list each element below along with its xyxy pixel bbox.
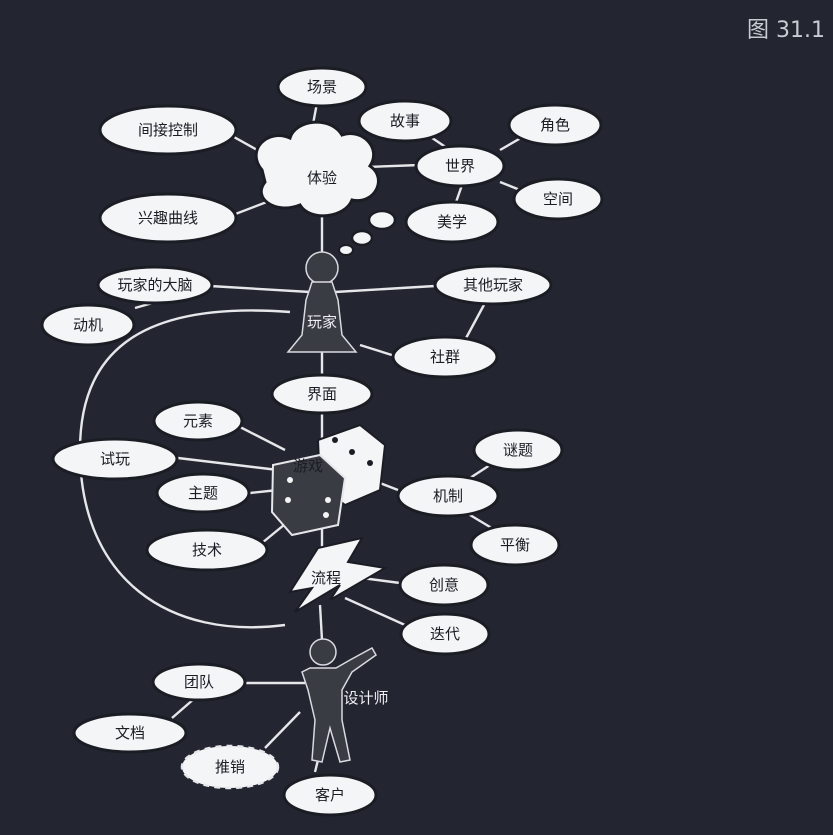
node-puzzle-label: 谜题 bbox=[503, 441, 533, 459]
node-experience: 体验 bbox=[307, 169, 337, 187]
node-space: 空间 bbox=[512, 177, 604, 221]
node-other-players-label: 其他玩家 bbox=[463, 276, 523, 294]
node-motivation: 动机 bbox=[40, 303, 136, 347]
edge-process-designer bbox=[318, 604, 324, 641]
node-client-label: 客户 bbox=[315, 786, 345, 804]
node-other-players: 其他玩家 bbox=[433, 264, 553, 306]
edge-playtest-game bbox=[177, 456, 279, 472]
node-aesthetics-label: 美学 bbox=[437, 213, 467, 231]
node-client: 客户 bbox=[282, 773, 378, 817]
node-space-label: 空间 bbox=[543, 190, 573, 208]
node-creativity-label: 创意 bbox=[429, 576, 459, 594]
node-world-label: 世界 bbox=[445, 157, 475, 175]
node-creativity: 创意 bbox=[398, 563, 490, 607]
edge-process-iteration bbox=[344, 596, 406, 627]
node-process: 流程 bbox=[311, 569, 341, 587]
node-playtest: 试玩 bbox=[51, 437, 179, 481]
node-player-brain-label: 玩家的大脑 bbox=[117, 276, 192, 294]
node-interest-curve-label: 兴趣曲线 bbox=[138, 209, 198, 227]
edge-player-community bbox=[359, 343, 396, 358]
node-motivation-label: 动机 bbox=[73, 316, 103, 334]
node-indirect-control-label: 间接控制 bbox=[138, 121, 198, 139]
node-theme-label: 主题 bbox=[188, 484, 218, 502]
node-mechanics-label: 机制 bbox=[433, 487, 463, 505]
node-puzzle: 谜题 bbox=[472, 428, 564, 472]
node-game: 游戏 bbox=[293, 457, 323, 475]
node-story: 故事 bbox=[357, 99, 453, 143]
experience-cloud bbox=[254, 120, 397, 256]
node-game-label: 游戏 bbox=[293, 457, 323, 475]
lightning-bolt-icon bbox=[287, 536, 388, 613]
thought-bubble-small bbox=[338, 244, 354, 256]
node-team-label: 团队 bbox=[184, 673, 214, 691]
node-team: 团队 bbox=[151, 662, 247, 702]
node-technology: 技术 bbox=[145, 528, 269, 572]
node-role: 角色 bbox=[507, 103, 603, 147]
node-balance: 平衡 bbox=[469, 523, 561, 567]
node-documents: 文档 bbox=[72, 712, 188, 754]
node-indirect-control: 间接控制 bbox=[98, 104, 238, 156]
node-community-label: 社群 bbox=[430, 348, 460, 366]
node-scene: 场景 bbox=[276, 66, 368, 108]
edge-docs-team bbox=[171, 697, 196, 719]
node-interface: 界面 bbox=[270, 373, 374, 415]
node-story-label: 故事 bbox=[390, 112, 420, 130]
node-interest-curve: 兴趣曲线 bbox=[98, 192, 238, 244]
node-elements: 元素 bbox=[152, 400, 244, 442]
node-documents-label: 文档 bbox=[115, 724, 145, 742]
node-player: 玩家 bbox=[307, 313, 337, 331]
node-community: 社群 bbox=[391, 335, 499, 379]
node-technology-label: 技术 bbox=[192, 541, 222, 559]
node-playtest-label: 试玩 bbox=[100, 450, 130, 468]
node-process-label: 流程 bbox=[311, 569, 341, 587]
node-role-label: 角色 bbox=[540, 116, 570, 134]
edge-marketing-designer bbox=[264, 711, 301, 749]
node-world: 世界 bbox=[414, 144, 506, 188]
node-player-brain: 玩家的大脑 bbox=[96, 265, 214, 305]
edge-brain-player bbox=[209, 284, 311, 294]
thought-bubble-medium bbox=[350, 229, 374, 247]
node-aesthetics: 美学 bbox=[404, 200, 500, 244]
node-iteration: 迭代 bbox=[399, 612, 491, 656]
designer-figure-icon bbox=[301, 638, 377, 763]
node-interface-label: 界面 bbox=[307, 385, 337, 403]
node-player-label: 玩家 bbox=[307, 313, 337, 331]
node-designer: 设计师 bbox=[343, 689, 388, 707]
edge-player-others bbox=[334, 284, 436, 294]
node-marketing-label: 推销 bbox=[215, 758, 245, 776]
edge-puzzle-mechanics bbox=[469, 463, 491, 480]
node-mechanics: 机制 bbox=[396, 474, 500, 518]
edge-elements-game bbox=[239, 425, 286, 452]
node-elements-label: 元素 bbox=[183, 412, 213, 430]
dice-icon bbox=[270, 423, 387, 537]
edge-others-community bbox=[463, 302, 487, 341]
node-scene-label: 场景 bbox=[307, 78, 337, 96]
figure-label: 图 31.1 bbox=[747, 18, 825, 43]
player-pawn-icon bbox=[286, 251, 358, 353]
node-designer-label: 设计师 bbox=[343, 689, 388, 707]
node-experience-label: 体验 bbox=[307, 169, 337, 187]
node-balance-label: 平衡 bbox=[500, 536, 530, 554]
node-iteration-label: 迭代 bbox=[430, 625, 460, 643]
node-theme: 主题 bbox=[155, 472, 251, 514]
thought-bubble-large bbox=[367, 209, 397, 231]
node-marketing: 推销 bbox=[180, 744, 280, 790]
